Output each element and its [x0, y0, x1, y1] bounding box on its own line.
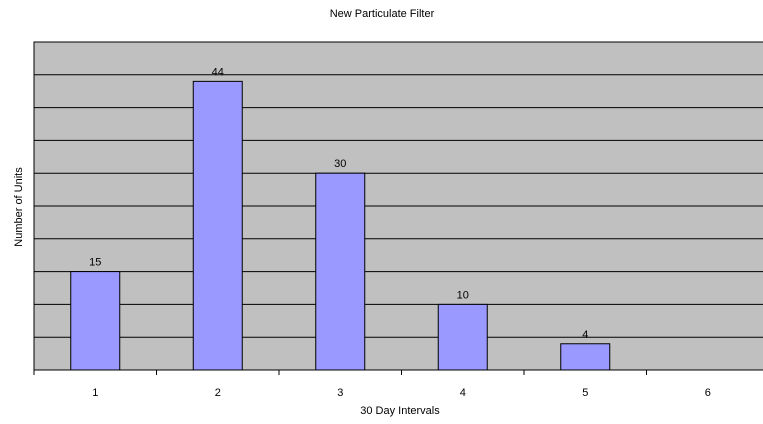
- bar: [315, 172, 366, 371]
- data-label: 15: [89, 257, 101, 269]
- y-axis-title: Number of Units: [13, 167, 25, 247]
- bar: [192, 80, 243, 371]
- x-axis-title: 30 Day Intervals: [360, 405, 440, 417]
- data-label: 30: [334, 158, 346, 170]
- x-tick-label: 6: [705, 387, 711, 399]
- x-tick-label: 1: [92, 387, 98, 399]
- x-axis: 1 2 3 4 5 6: [33, 369, 763, 399]
- data-label: 4: [582, 329, 588, 341]
- bar: [560, 343, 611, 371]
- bar: [437, 303, 488, 371]
- data-label: 44: [212, 66, 224, 78]
- chart-title: New Particulate Filter: [330, 8, 435, 20]
- bar: [70, 271, 121, 371]
- data-labels: 15 44 30 10 4: [89, 66, 588, 340]
- x-tick-label: 2: [215, 387, 221, 399]
- x-tick-label: 4: [460, 387, 466, 399]
- bars: [70, 80, 611, 371]
- gridlines: [33, 42, 763, 370]
- x-tick-label: 3: [337, 387, 343, 399]
- data-label: 10: [457, 289, 469, 301]
- x-tick-label: 5: [582, 387, 588, 399]
